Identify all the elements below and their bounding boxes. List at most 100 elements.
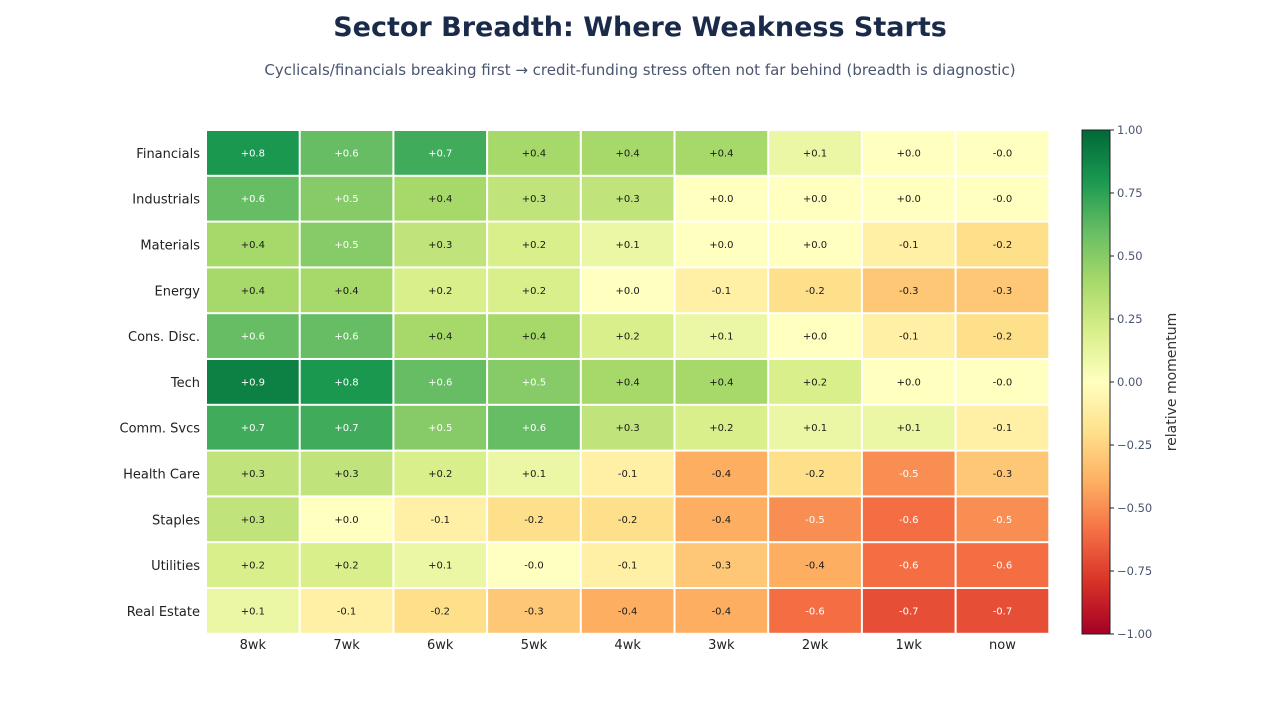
cell-value-label: +0.0 <box>803 332 827 343</box>
column-label: 7wk <box>333 638 360 653</box>
cell-value-label: +0.3 <box>241 469 265 480</box>
heatmap-cell <box>207 360 299 404</box>
heatmap-cell <box>769 314 861 358</box>
heatmap-cell <box>300 589 393 633</box>
cell-value-label: +0.2 <box>334 561 358 572</box>
cell-value-label: +0.8 <box>241 148 265 159</box>
heatmap-cell <box>956 589 1049 633</box>
cell-value-label: +0.4 <box>428 332 452 343</box>
column-labels: 8wk 7wk 6wk 5wk 4wk 3wk 2wk 1wk now <box>240 638 1017 653</box>
heatmap-cell <box>300 405 393 450</box>
cell-value-label: +0.4 <box>616 148 640 159</box>
cell-value-label: +0.4 <box>241 240 265 251</box>
cell-value-label: -0.1 <box>993 423 1013 434</box>
cell-value-label: +0.1 <box>522 469 546 480</box>
heatmap-cell <box>862 451 955 496</box>
cell-value-label: -0.4 <box>805 561 825 572</box>
heatmap-cell <box>488 543 580 587</box>
heatmap-cell <box>862 176 955 221</box>
cell-value-label: +0.1 <box>616 240 640 251</box>
heatmap-cell <box>394 131 487 175</box>
heatmap-cell <box>488 451 580 496</box>
cell-value-label: +0.7 <box>334 423 358 434</box>
heatmap-cell <box>769 497 861 542</box>
heatmap-cell <box>956 543 1049 587</box>
colorbar-tick-label: −0.75 <box>1117 564 1152 578</box>
heatmap-cell <box>862 131 955 175</box>
cell-value-label: -0.3 <box>899 286 919 297</box>
heatmap-cell <box>581 543 674 587</box>
cell-value-label: -0.6 <box>899 515 919 526</box>
cell-value-label: +0.4 <box>334 286 358 297</box>
heatmap-cell <box>675 497 768 542</box>
cell-value-label: +0.2 <box>428 286 452 297</box>
cell-value-label: +0.2 <box>709 423 733 434</box>
heatmap-cell <box>769 589 861 633</box>
cell-value-label: +0.4 <box>522 332 546 343</box>
heatmap-cell <box>862 405 955 450</box>
cell-value-label: -0.3 <box>993 286 1013 297</box>
row-label: Comm. Svcs <box>120 422 201 437</box>
cell-value-label: -0.1 <box>618 469 638 480</box>
cell-value-label: +0.1 <box>241 606 265 617</box>
colorbar: 1.00 0.75 0.50 0.25 0.00 −0.25 −0.50 −0.75 −1.00… <box>1081 123 1180 641</box>
heatmap-cell <box>675 589 768 633</box>
cell-value-label: +0.8 <box>334 377 358 388</box>
row-label: Financials <box>136 147 200 162</box>
heatmap-cell <box>394 222 487 267</box>
cell-value-label: -0.1 <box>337 606 357 617</box>
heatmap-cell <box>300 497 393 542</box>
cell-value-label: +0.5 <box>334 194 358 205</box>
colorbar-tick-label: 0.25 <box>1117 312 1143 326</box>
cell-value-label: +0.4 <box>428 194 452 205</box>
heatmap-cell <box>488 222 580 267</box>
cell-value-label: +0.0 <box>897 377 921 388</box>
heatmap-cell <box>207 222 299 267</box>
cell-value-label: +0.0 <box>709 194 733 205</box>
colorbar-tick-label: 1.00 <box>1117 123 1143 137</box>
cell-value-label: +0.2 <box>616 332 640 343</box>
cell-value-label: +0.5 <box>522 377 546 388</box>
cell-value-label: +0.6 <box>334 332 358 343</box>
cell-value-label: -0.5 <box>899 469 919 480</box>
heatmap-cell <box>207 405 299 450</box>
cell-value-label: +0.2 <box>522 286 546 297</box>
cell-value-label: -0.7 <box>993 606 1013 617</box>
heatmap-cell <box>488 314 580 358</box>
column-label: 5wk <box>521 638 548 653</box>
row-label: Tech <box>170 376 200 391</box>
cell-value-label: -0.0 <box>993 377 1013 388</box>
heatmap-cell <box>300 268 393 313</box>
heatmap-cell <box>394 497 487 542</box>
colorbar-tick-label: 0.50 <box>1117 249 1143 263</box>
row-label: Industrials <box>132 193 200 208</box>
cell-value-label: +0.3 <box>334 469 358 480</box>
colorbar-label: relative momentum <box>1164 313 1180 452</box>
cell-value-label: +0.9 <box>241 377 265 388</box>
colorbar-tick-label: 0.00 <box>1117 375 1143 389</box>
cell-value-label: -0.6 <box>899 561 919 572</box>
heatmap-cell <box>862 222 955 267</box>
row-label: Utilities <box>151 559 200 574</box>
cell-value-label: -0.2 <box>993 332 1013 343</box>
cell-value-label: +0.7 <box>241 423 265 434</box>
cell-value-label: +0.0 <box>803 240 827 251</box>
cell-value-label: +0.1 <box>803 148 827 159</box>
column-label: 1wk <box>896 638 923 653</box>
cell-value-label: -0.0 <box>524 561 544 572</box>
heatmap-cell <box>862 589 955 633</box>
row-label: Health Care <box>123 468 200 483</box>
column-label: 6wk <box>427 638 454 653</box>
heatmap-cell <box>394 543 487 587</box>
cell-value-label: -0.3 <box>524 606 544 617</box>
heatmap-cell <box>488 360 580 404</box>
cell-value-label: -0.5 <box>993 515 1013 526</box>
cell-value-label: +0.0 <box>334 515 358 526</box>
heatmap-cell <box>394 268 487 313</box>
cell-value-label: +0.1 <box>897 423 921 434</box>
heatmap-cell <box>581 497 674 542</box>
cell-value-label: +0.3 <box>241 515 265 526</box>
heatmap-cell <box>769 360 861 404</box>
cell-value-label: +0.4 <box>709 377 733 388</box>
heatmap-cell <box>769 176 861 221</box>
